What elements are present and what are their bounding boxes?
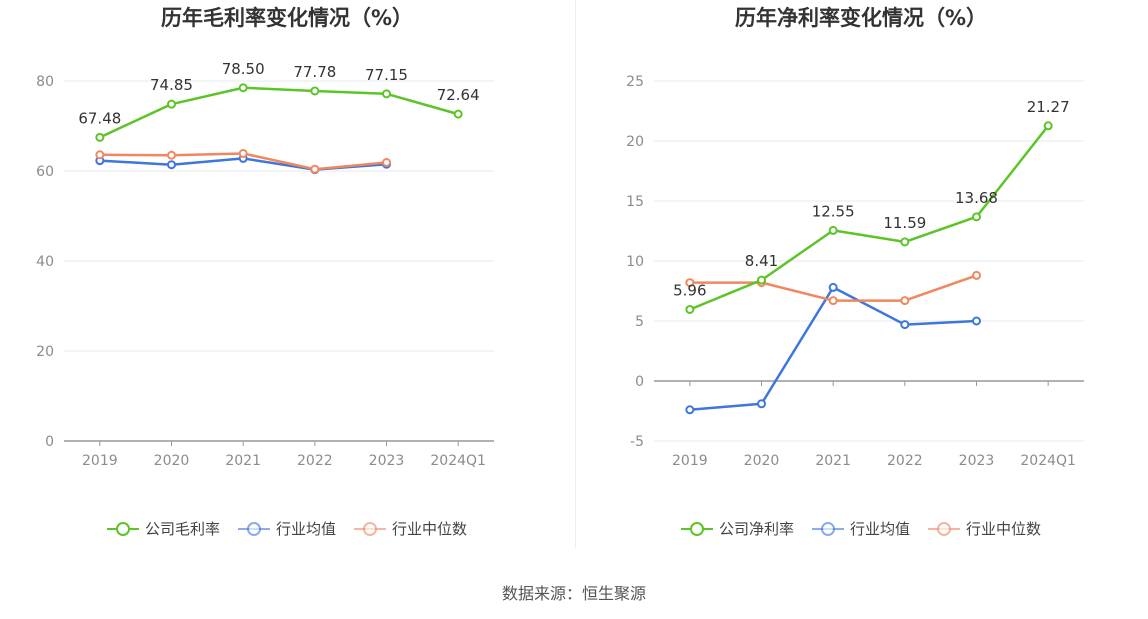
legend-marker-icon bbox=[106, 521, 139, 537]
y-tick-label: 60 bbox=[36, 164, 54, 180]
data-point-median[interactable] bbox=[238, 148, 248, 158]
data-point-avg[interactable] bbox=[167, 160, 176, 170]
legend-marker-icon bbox=[237, 521, 270, 537]
data-label: 21.27 bbox=[1027, 98, 1070, 116]
data-point-company[interactable] bbox=[382, 89, 391, 99]
chart-legend: 公司净利率 行业均值 行业中位数 bbox=[574, 518, 1148, 539]
data-label: 77.78 bbox=[293, 63, 336, 81]
data-label: 5.96 bbox=[673, 281, 706, 299]
chart-legend: 公司毛利率 行业均值 行业中位数 bbox=[0, 518, 574, 539]
y-tick-label: 20 bbox=[626, 134, 644, 150]
x-tick-label: 2021 bbox=[225, 453, 261, 469]
data-point-company[interactable] bbox=[685, 304, 695, 314]
x-tick-label: 2023 bbox=[959, 453, 995, 469]
data-point-company[interactable] bbox=[238, 83, 248, 93]
y-tick-label: 0 bbox=[635, 374, 644, 390]
legend-item-median[interactable]: 行业中位数 bbox=[928, 518, 1041, 539]
legend-marker-icon bbox=[811, 521, 844, 537]
data-point-company[interactable] bbox=[828, 225, 838, 235]
data-label: 67.48 bbox=[78, 109, 121, 127]
data-point-avg[interactable] bbox=[757, 399, 766, 409]
data-point-median[interactable] bbox=[900, 296, 910, 306]
data-point-company[interactable] bbox=[167, 99, 176, 109]
x-tick-label: 2019 bbox=[82, 453, 118, 469]
net-margin-chart: -5 0 5 10 15 20 25 2019 2020 2021 2022 2023 2024Q1 5.… bbox=[626, 74, 1084, 469]
x-tick-label: 2022 bbox=[887, 453, 923, 469]
y-tick-label: 10 bbox=[626, 254, 644, 270]
net-margin-chart-panel: 历年净利率变化情况（%） -5 0 5 10 15 20 25 2019 2020 2021 202… bbox=[574, 0, 1148, 560]
legend-item-median[interactable]: 行业中位数 bbox=[354, 518, 467, 539]
data-label: 77.15 bbox=[365, 66, 408, 84]
legend-label: 行业均值 bbox=[275, 520, 336, 538]
legend-label: 行业中位数 bbox=[392, 520, 468, 538]
y-tick-label: 40 bbox=[36, 254, 54, 270]
x-tick-label: 2024Q1 bbox=[1020, 453, 1076, 469]
data-point-median[interactable] bbox=[167, 150, 176, 160]
legend-label: 行业均值 bbox=[849, 520, 910, 538]
data-label: 8.41 bbox=[745, 252, 778, 270]
panel-divider bbox=[575, 0, 576, 548]
x-tick-label: 2021 bbox=[815, 453, 851, 469]
data-label: 78.50 bbox=[222, 60, 265, 78]
legend-label: 公司净利率 bbox=[718, 520, 794, 538]
data-source-note: 数据来源：恒生聚源 bbox=[501, 584, 646, 603]
data-point-median[interactable] bbox=[685, 278, 695, 288]
legend-label: 行业中位数 bbox=[966, 520, 1042, 538]
x-tick-label: 2019 bbox=[672, 453, 708, 469]
data-point-company[interactable] bbox=[95, 132, 105, 142]
data-point-company[interactable] bbox=[1043, 121, 1053, 131]
legend-item-company[interactable]: 公司净利率 bbox=[680, 518, 794, 539]
x-tick-label: 2022 bbox=[297, 453, 333, 469]
x-tick-label: 2023 bbox=[369, 453, 405, 469]
data-point-company[interactable] bbox=[972, 212, 981, 222]
data-point-avg[interactable] bbox=[828, 282, 838, 292]
legend-item-company[interactable]: 公司毛利率 bbox=[106, 518, 220, 539]
series-line-company bbox=[689, 124, 1050, 311]
data-label: 12.55 bbox=[812, 202, 855, 220]
x-tick-label: 2024Q1 bbox=[430, 453, 486, 469]
y-tick-label: -5 bbox=[630, 434, 644, 450]
legend-item-avg[interactable]: 行业均值 bbox=[811, 518, 910, 539]
data-point-company[interactable] bbox=[757, 275, 766, 285]
y-tick-label: 20 bbox=[36, 344, 54, 360]
y-tick-label: 0 bbox=[45, 434, 54, 450]
data-point-company[interactable] bbox=[900, 237, 910, 247]
series-line-company bbox=[99, 86, 459, 139]
data-point-median[interactable] bbox=[972, 270, 981, 280]
legend-marker-icon bbox=[928, 521, 960, 537]
data-point-avg[interactable] bbox=[972, 316, 981, 326]
data-point-avg[interactable] bbox=[900, 320, 910, 330]
data-label: 72.64 bbox=[437, 86, 480, 104]
data-point-avg[interactable] bbox=[685, 405, 695, 415]
legend-item-avg[interactable]: 行业均值 bbox=[237, 518, 336, 539]
gross-margin-chart: 0 20 40 60 80 2019 2020 2021 2022 2023 2024Q1 67.48… bbox=[36, 60, 494, 469]
chart-title: 历年净利率变化情况（%） bbox=[734, 6, 988, 30]
y-tick-label: 15 bbox=[626, 194, 644, 210]
data-point-median[interactable] bbox=[828, 296, 838, 306]
x-tick-label: 2020 bbox=[744, 453, 780, 469]
data-point-median[interactable] bbox=[95, 150, 105, 160]
gross-margin-chart-panel: 历年毛利率变化情况（%） 0 20 40 60 80 2019 2020 2021 2022 20… bbox=[0, 0, 574, 560]
series-line-avg bbox=[689, 286, 977, 412]
data-point-median[interactable] bbox=[310, 164, 320, 174]
y-tick-label: 5 bbox=[635, 314, 644, 330]
data-point-company[interactable] bbox=[310, 86, 320, 96]
legend-marker-icon bbox=[680, 521, 713, 537]
legend-marker-icon bbox=[354, 521, 386, 537]
legend-label: 公司毛利率 bbox=[144, 520, 220, 538]
data-point-company[interactable] bbox=[453, 109, 463, 119]
y-tick-label: 80 bbox=[36, 74, 54, 90]
data-label: 13.68 bbox=[955, 189, 998, 207]
y-tick-label: 25 bbox=[626, 74, 644, 90]
data-point-median[interactable] bbox=[382, 157, 391, 167]
data-label: 11.59 bbox=[883, 214, 926, 232]
chart-title: 历年毛利率变化情况（%） bbox=[160, 6, 414, 30]
x-tick-label: 2020 bbox=[154, 453, 190, 469]
data-label: 74.85 bbox=[150, 76, 193, 94]
